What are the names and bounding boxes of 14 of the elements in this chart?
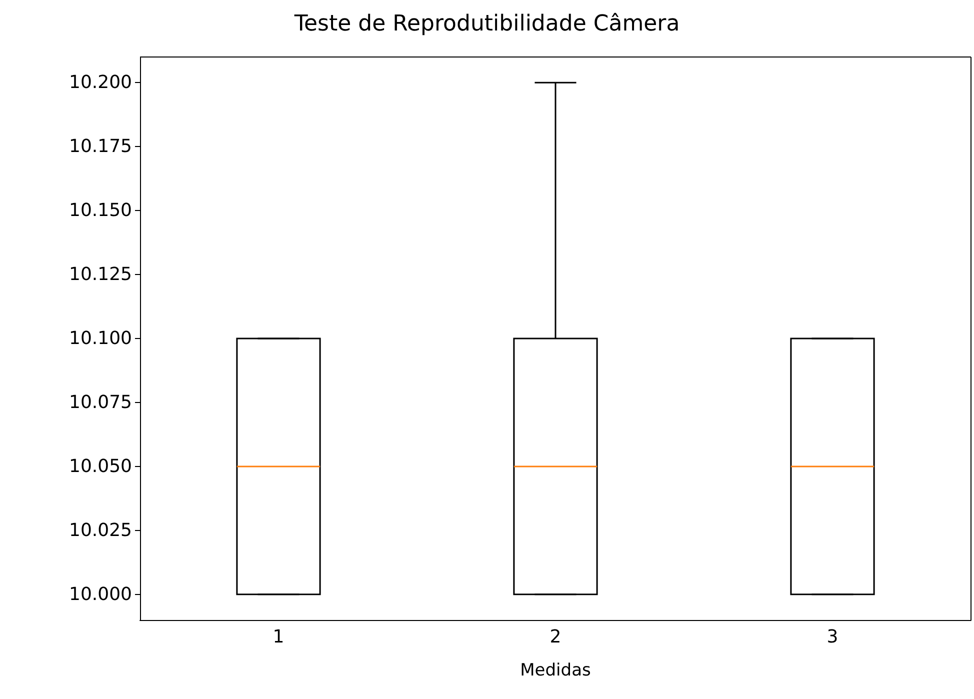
y-tick-label: 10.025 xyxy=(69,520,132,541)
chart-title: Teste de Reprodutibilidade Câmera xyxy=(293,12,680,36)
x-tick-label: 2 xyxy=(550,626,562,648)
y-tick-label: 10.100 xyxy=(69,328,132,349)
x-tick-label: 1 xyxy=(272,626,284,648)
y-tick-label: 10.150 xyxy=(69,200,132,222)
y-tick-label: 10.175 xyxy=(69,136,132,158)
y-tick-label: 10.050 xyxy=(69,456,132,477)
x-axis-title: Medidas xyxy=(520,660,591,680)
x-tick-label: 3 xyxy=(826,626,838,648)
y-tick-label: 10.200 xyxy=(69,72,132,94)
y-tick-label: 10.075 xyxy=(69,392,132,413)
y-tick-label: 10.000 xyxy=(69,584,132,605)
y-tick-label: 10.125 xyxy=(69,264,132,286)
